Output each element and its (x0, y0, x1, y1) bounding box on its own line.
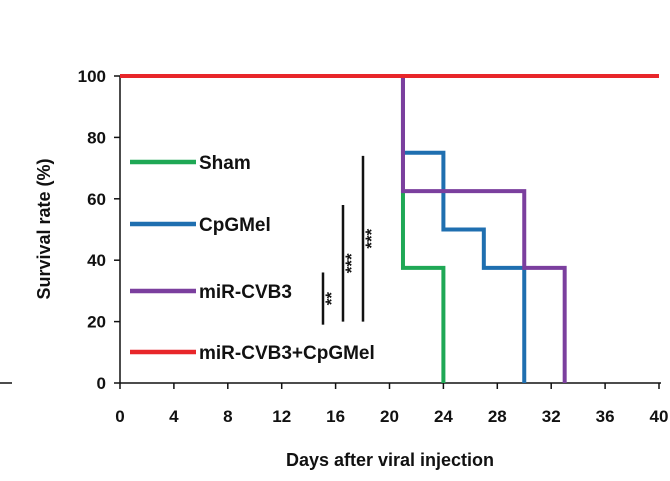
y-tick-label: 20 (87, 313, 106, 332)
x-axis-title: Days after viral injection (286, 450, 494, 470)
legend: Sham CpGMel miR-CVB3 miR-CVB3+CpGMel (130, 153, 375, 364)
series-line-sham (120, 74, 446, 383)
x-tick-label: 4 (169, 407, 179, 426)
y-axis-title: Survival rate (%) (34, 158, 54, 299)
significance-label: ** (322, 292, 341, 306)
axes (0, 75, 661, 389)
y-tick-label: 60 (87, 190, 106, 209)
y-tick-label: 80 (87, 128, 106, 147)
x-tick-label: 12 (272, 407, 291, 426)
x-tick-label: 40 (650, 407, 669, 426)
x-tick-label: 20 (380, 407, 399, 426)
y-tick-label: 40 (87, 251, 106, 270)
significance-label: *** (342, 253, 361, 273)
x-tick-label: 16 (326, 407, 345, 426)
x-tick-label: 0 (115, 407, 124, 426)
series-line-cpgmel (120, 74, 527, 383)
series-layer (120, 74, 659, 383)
tick-labels: 0 20 40 60 80 100 0 4 8 12 16 20 24 28 32 36 40 (78, 67, 669, 426)
y-tick-label: 100 (78, 67, 106, 86)
significance-label: *** (362, 228, 381, 248)
x-tick-label: 28 (488, 407, 507, 426)
legend-label-sham: Sham (199, 153, 251, 174)
x-tick-label: 24 (434, 407, 453, 426)
legend-label-cpgmel: CpGMel (199, 215, 271, 236)
legend-label-mir-cvb3-cpgmel: miR-CVB3+CpGMel (199, 343, 375, 364)
x-tick-label: 36 (596, 407, 615, 426)
x-tick-label: 32 (542, 407, 561, 426)
significance-markers: ******** (321, 155, 381, 325)
x-tick-label: 8 (223, 407, 232, 426)
y-tick-label: 0 (97, 374, 106, 393)
legend-label-mir-cvb3: miR-CVB3 (199, 282, 292, 303)
